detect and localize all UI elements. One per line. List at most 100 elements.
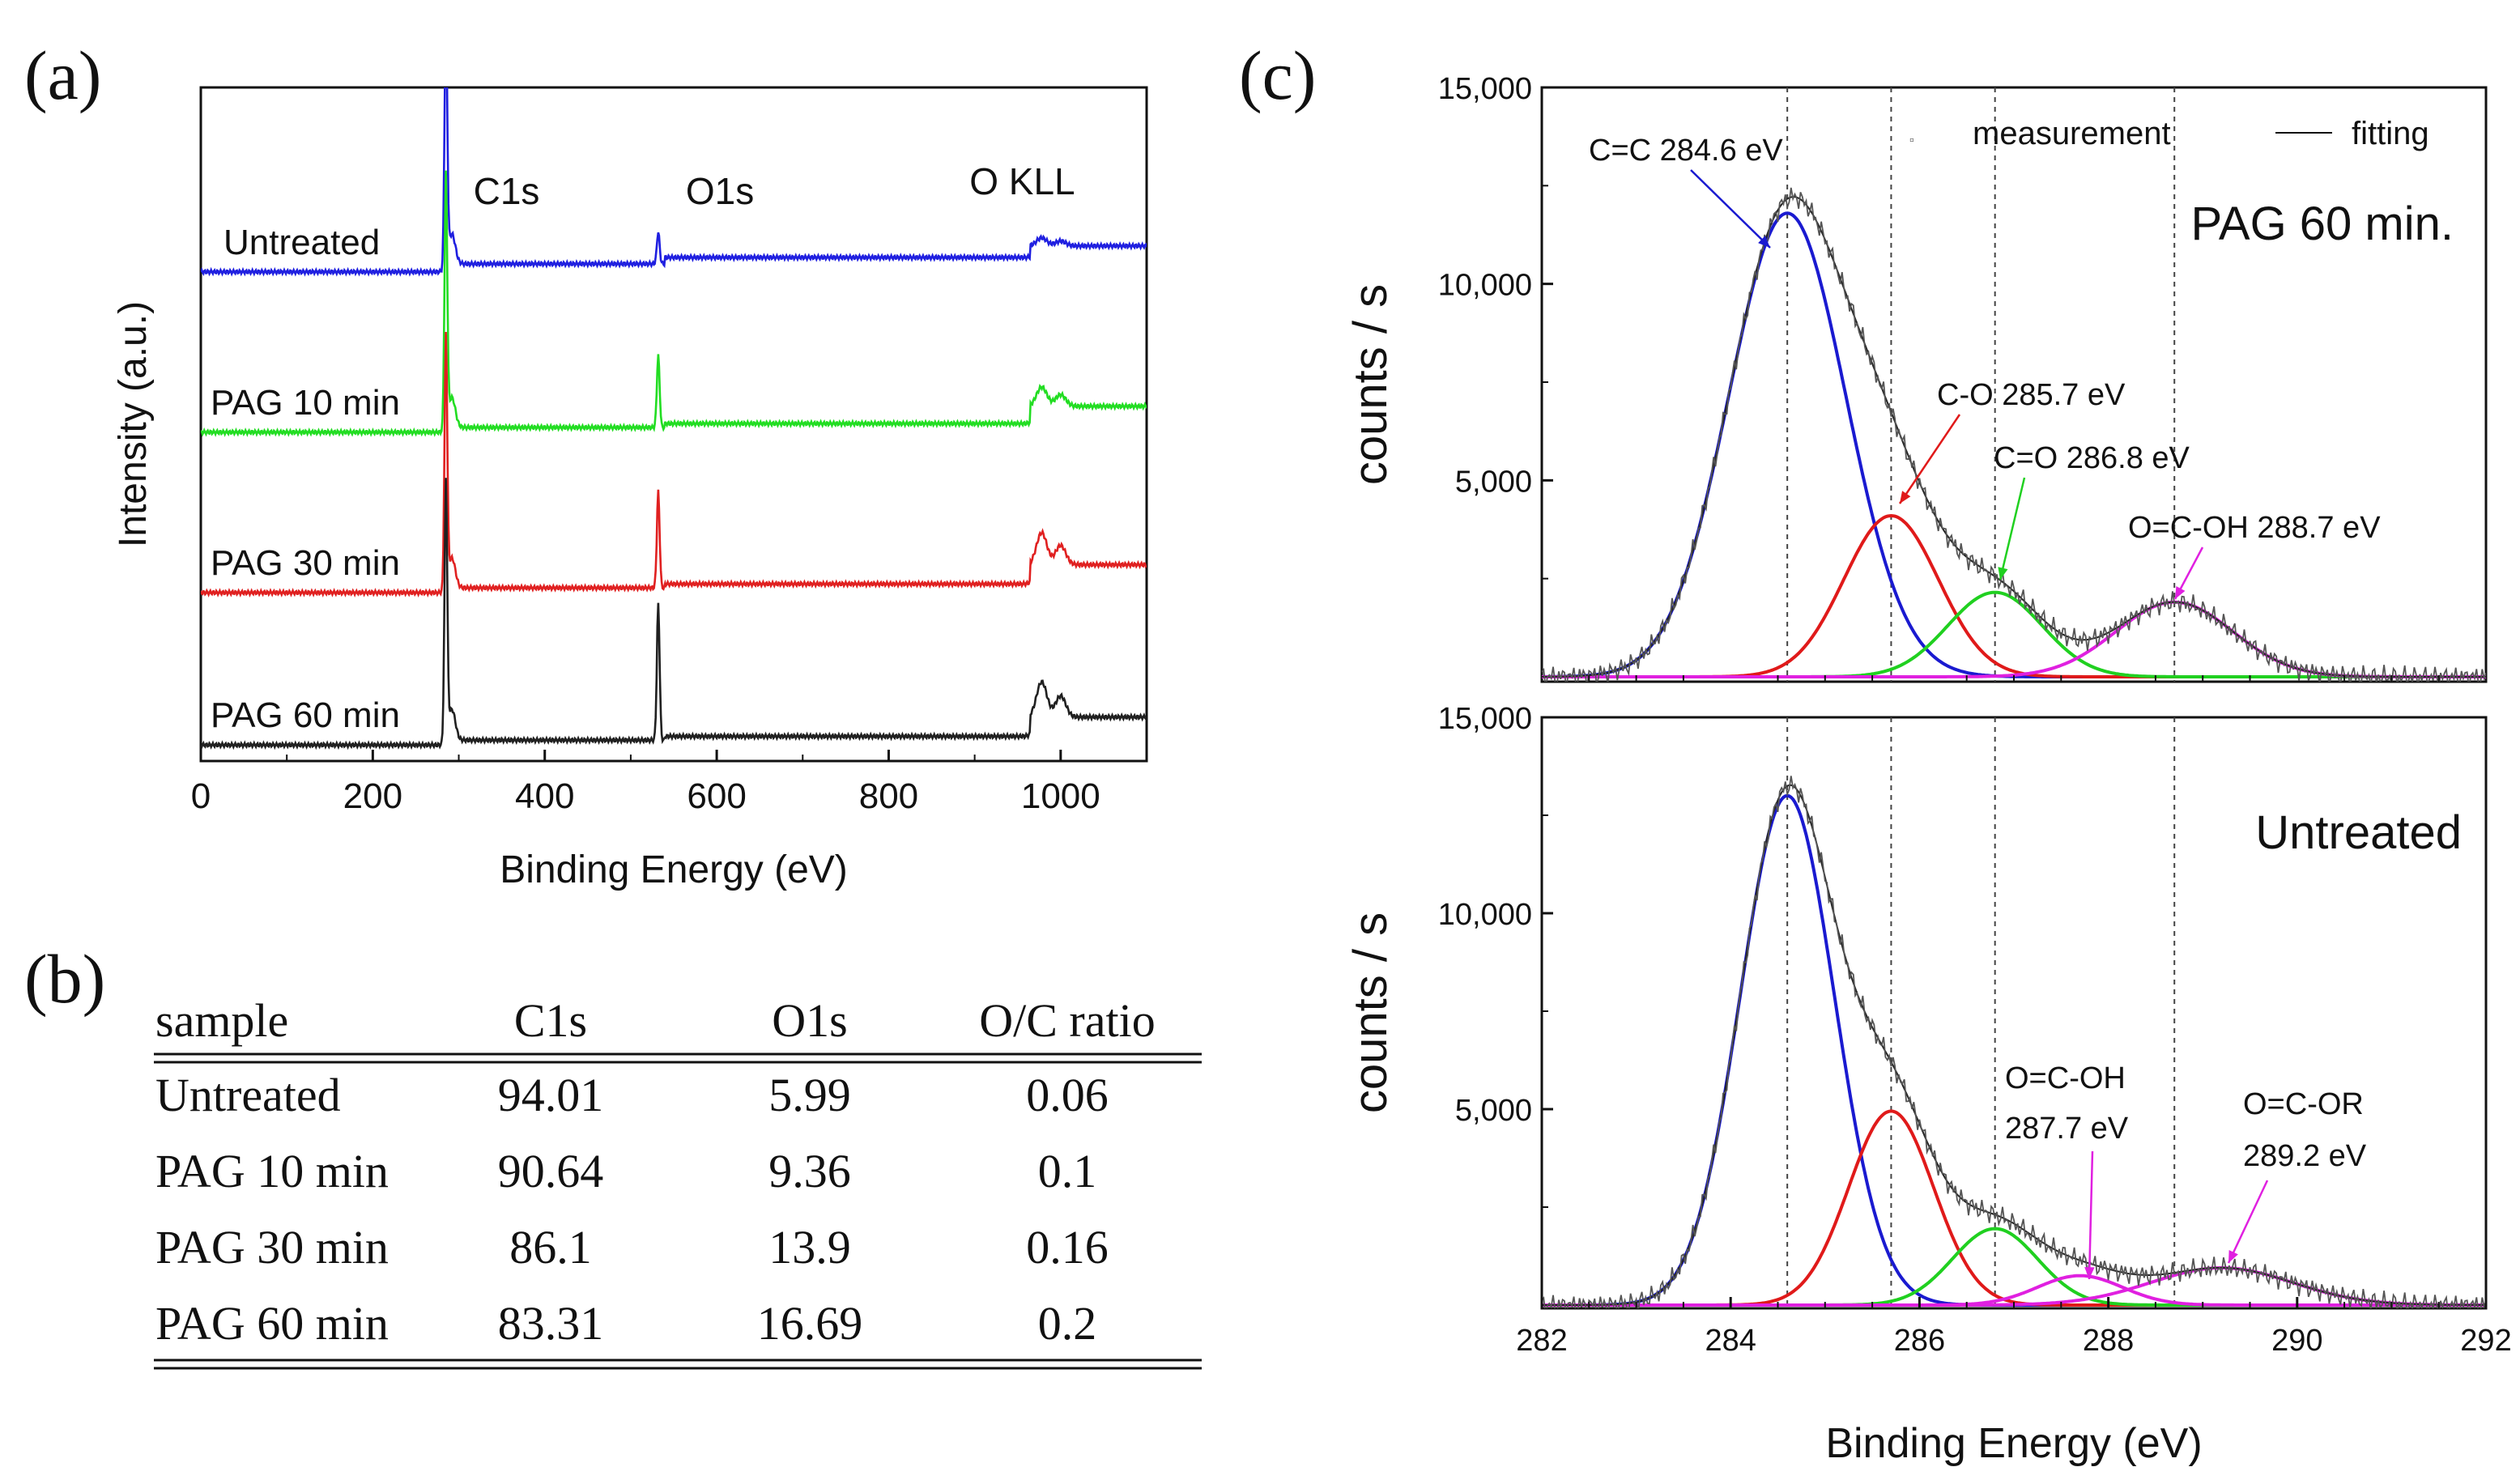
panel-c-peak-label: C=C 284.6 eV bbox=[1589, 134, 1783, 168]
panel-c-peak-label: 289.2 eV bbox=[2243, 1139, 2367, 1173]
panel-c-peak-label: C=O 286.8 eV bbox=[1994, 441, 2190, 475]
panel-a-series-label: PAG 60 min bbox=[211, 695, 400, 735]
panel-b-cell: PAG 30 min bbox=[155, 1221, 389, 1274]
panel-c-arrow-ocoh-b bbox=[2088, 1150, 2094, 1280]
panel-c-legend-marker: ▫ bbox=[1909, 134, 1914, 147]
panel-c-annotations: ▫ measurement fitting PAG 60 min. Untreated C… bbox=[1589, 116, 2462, 1280]
panel-c-y-tick-label: 15,000 bbox=[1438, 72, 1532, 106]
panel-a-y-label: Intensity (a.u.) bbox=[112, 301, 155, 547]
panel-b-cell: 0.2 bbox=[1038, 1297, 1097, 1350]
panel-c-fitting-curve bbox=[1542, 196, 2486, 678]
panel-c-component-curve bbox=[1542, 1266, 2486, 1307]
panel-c-y-tick-label: 10,000 bbox=[1438, 898, 1532, 932]
panel-b-column-header: O/C ratio bbox=[979, 994, 1155, 1047]
panel-b-cell: 0.06 bbox=[1026, 1069, 1109, 1121]
panel-a-x-tick-label: 600 bbox=[687, 776, 746, 816]
panel-c-y-label: counts / s bbox=[1344, 912, 1397, 1113]
panel-c-fitting-chart: 5,000 10,000 15,000 counts / s 5,000 10,000 15… bbox=[1344, 72, 2512, 1467]
panel-c-arrow-ocoh-head bbox=[2175, 586, 2186, 599]
panel-c-x-tick-label: 282 bbox=[1516, 1324, 1567, 1358]
panel-c-measurement-curve bbox=[1542, 187, 2486, 682]
panel-c-x-tick-label: 290 bbox=[2271, 1324, 2322, 1358]
panel-b-cell: PAG 60 min bbox=[155, 1297, 389, 1350]
panel-a-x-tick-label: 1000 bbox=[1021, 776, 1100, 816]
panel-c-legend-fitting: fitting bbox=[2352, 116, 2429, 151]
panel-a-survey-chart: 0 200 400 600 800 1000 Untreated PAG 10 min PAG… bbox=[112, 86, 1148, 891]
panel-a-frame bbox=[199, 86, 1148, 763]
panel-a-x-axis: 0 200 400 600 800 1000 bbox=[191, 750, 1100, 816]
panel-c-component-curve bbox=[1542, 600, 2486, 678]
panel-c-peak-label: O=C-OH bbox=[2005, 1061, 2126, 1095]
panel-label-b: (b) bbox=[24, 940, 105, 1018]
panel-c-top-sample-name: PAG 60 min. bbox=[2191, 198, 2454, 250]
panel-c-x-tick-label: 286 bbox=[1894, 1324, 1945, 1358]
panel-a-series-line bbox=[201, 331, 1147, 598]
panel-a-x-label: Binding Energy (eV) bbox=[500, 848, 848, 891]
panel-c-y-tick-label: 5,000 bbox=[1455, 465, 1532, 499]
panel-c-arrow-co bbox=[1898, 414, 1961, 504]
panel-b-cell: 90.64 bbox=[498, 1145, 604, 1197]
panel-b-column-header: O1s bbox=[772, 994, 847, 1047]
panel-c-arrow-ocoh-b-head bbox=[2084, 1267, 2095, 1279]
panel-b-table-body: sample C1s O1s O/C ratio Untreated 94.01 5.99 0… bbox=[154, 994, 1202, 1370]
panel-a-series-group bbox=[201, 87, 1147, 751]
panel-c-arrow-cdo bbox=[1999, 477, 2026, 580]
panel-c-fitting-curve bbox=[1542, 784, 2486, 1306]
panel-a-peak-label: O1s bbox=[686, 170, 754, 212]
panel-c-component-curve bbox=[1542, 793, 2486, 1307]
panel-c-peak-label: C-O 285.7 eV bbox=[1937, 378, 2126, 412]
panel-b-cell: 0.1 bbox=[1038, 1145, 1097, 1197]
panel-label-a: (a) bbox=[24, 36, 101, 114]
panel-c-peak-label: O=C-OH 288.7 eV bbox=[2128, 511, 2381, 545]
panel-b-cell: 83.31 bbox=[498, 1297, 604, 1350]
panel-a-series-line bbox=[201, 87, 1147, 277]
panel-c-arrow-ocor-head bbox=[2228, 1250, 2238, 1263]
panel-b-cell: 9.36 bbox=[768, 1145, 851, 1197]
panel-b-cell: 5.99 bbox=[768, 1069, 851, 1121]
panel-b-cell: 0.16 bbox=[1026, 1221, 1109, 1274]
panel-c-peak-label: 287.7 eV bbox=[2005, 1112, 2129, 1146]
panel-c-arrow-co-head bbox=[1900, 491, 1911, 504]
panel-a-x-tick-label: 200 bbox=[343, 776, 402, 816]
panel-a-x-tick-label: 400 bbox=[515, 776, 574, 816]
panel-a-series-line bbox=[201, 170, 1147, 437]
panel-b-cell: 94.01 bbox=[498, 1069, 604, 1121]
panel-b-cell: Untreated bbox=[155, 1069, 341, 1121]
panel-c-arrow-cc bbox=[1690, 169, 1771, 249]
panel-c-bottom-sample-name: Untreated bbox=[2255, 806, 2462, 859]
panel-c-y-label: counts / s bbox=[1344, 284, 1397, 485]
panel-c-arrow-cdo-head bbox=[1998, 567, 2008, 580]
panel-b-cell: 86.1 bbox=[509, 1221, 592, 1274]
panel-c-arrow-ocor bbox=[2227, 1180, 2269, 1264]
panel-b-cell: 16.69 bbox=[757, 1297, 863, 1350]
panel-label-c: (c) bbox=[1239, 36, 1316, 114]
panel-a-series-label: PAG 10 min bbox=[211, 383, 400, 423]
panel-a-series-label: PAG 30 min bbox=[211, 543, 400, 583]
panel-a-x-tick-label: 0 bbox=[191, 776, 211, 816]
panel-c-x-label: Binding Energy (eV) bbox=[1825, 1420, 2202, 1467]
panel-c-x-tick-label: 284 bbox=[1705, 1324, 1756, 1358]
panel-a-series-label: Untreated bbox=[223, 223, 380, 262]
panel-c-legend-measurement: measurement bbox=[1973, 116, 2171, 151]
panel-b-column-header: C1s bbox=[514, 994, 587, 1047]
panel-c-component-curve bbox=[1542, 590, 2486, 678]
panel-c-peak-label: O=C-OR bbox=[2243, 1087, 2364, 1121]
panel-c-y-tick-label: 15,000 bbox=[1438, 702, 1532, 736]
panel-a-peak-label: O KLL bbox=[969, 160, 1075, 202]
panel-a-series-line bbox=[201, 478, 1147, 751]
panel-c-y-tick-label: 10,000 bbox=[1438, 269, 1532, 303]
panel-c-x-tick-label: 292 bbox=[2460, 1324, 2511, 1358]
panel-a-x-tick-label: 800 bbox=[859, 776, 918, 816]
panel-b-cell: 13.9 bbox=[768, 1221, 851, 1274]
panel-c-x-tick-label: 288 bbox=[2083, 1324, 2134, 1358]
panel-b-table: sample C1s O1s O/C ratio Untreated 94.01 5.99 0… bbox=[154, 994, 1202, 1370]
panel-c-measurement-curve bbox=[1542, 776, 2486, 1308]
panel-c-axes: 5,000 10,000 15,000 counts / s 5,000 10,000 15… bbox=[1344, 72, 2512, 1358]
panel-a-labels: Untreated PAG 10 min PAG 30 min PAG 60 min C… bbox=[211, 160, 1075, 735]
panel-c-y-tick-label: 5,000 bbox=[1455, 1094, 1532, 1128]
panel-b-cell: PAG 10 min bbox=[155, 1145, 389, 1197]
panel-c-arrow-cc-head bbox=[1758, 236, 1770, 248]
panel-a-peak-label: C1s bbox=[474, 170, 540, 212]
panel-b-column-header: sample bbox=[155, 994, 288, 1047]
